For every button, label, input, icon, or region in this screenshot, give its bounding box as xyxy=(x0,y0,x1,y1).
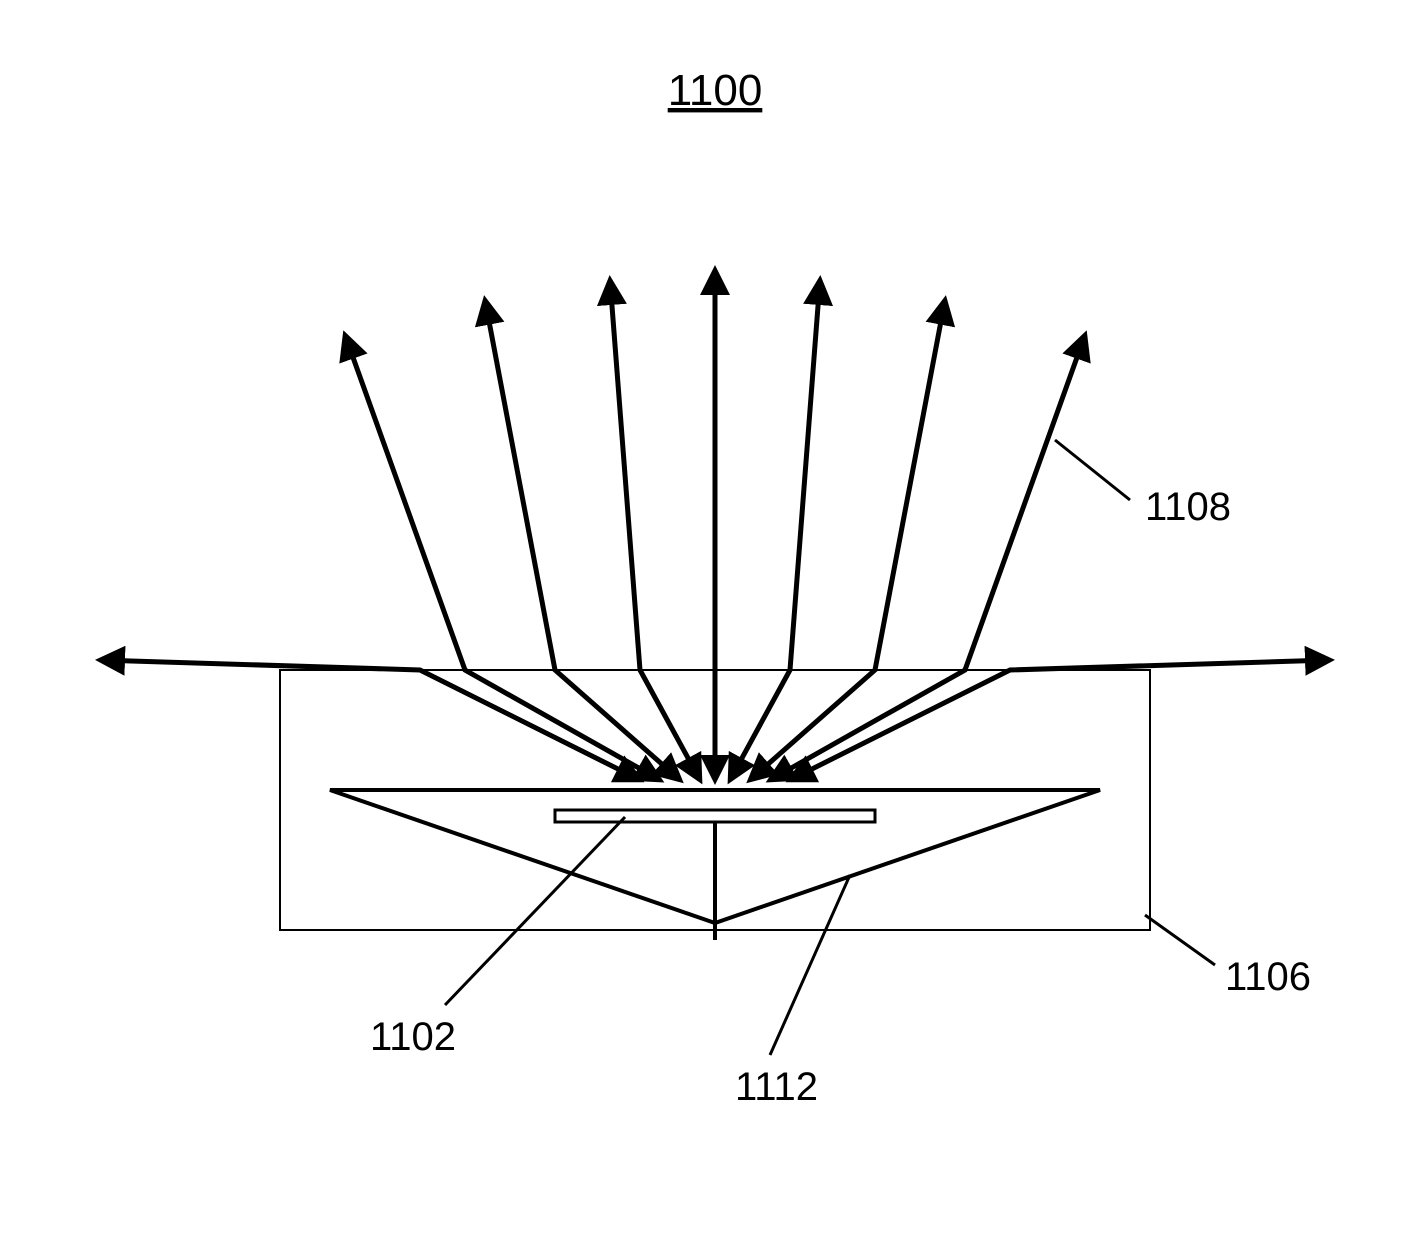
radiation-ray xyxy=(485,300,680,780)
leader-line xyxy=(770,875,850,1055)
radiation-ray xyxy=(730,280,820,780)
figure-title: 1100 xyxy=(668,66,763,115)
ref-label-1102: 1102 xyxy=(370,1015,456,1059)
antenna-element xyxy=(555,810,875,822)
radiation-ray xyxy=(610,280,700,780)
ref-label-1106: 1106 xyxy=(1225,955,1311,999)
radiation-ray xyxy=(750,300,945,780)
leader-line xyxy=(1055,440,1130,500)
ref-label-1112: 1112 xyxy=(735,1065,818,1109)
radiation-ray xyxy=(100,660,640,780)
leader-line xyxy=(1145,915,1215,965)
ref-label-1108: 1108 xyxy=(1145,485,1231,529)
radiation-ray xyxy=(790,660,1330,780)
